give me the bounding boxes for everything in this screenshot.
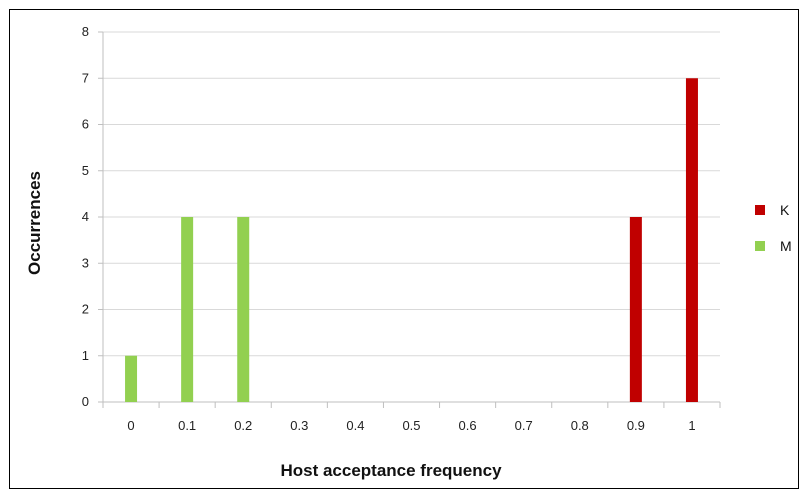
y-tick-label: 1 [82, 348, 89, 363]
legend: KM [755, 202, 792, 254]
legend-swatch-k [755, 205, 765, 215]
x-tick-label: 0.1 [178, 418, 196, 433]
legend-label-m: M [780, 238, 792, 254]
bar-k [629, 217, 642, 402]
x-tick-label: 0.2 [234, 418, 252, 433]
x-tick-label: 0.8 [571, 418, 589, 433]
x-tick-label: 0.6 [459, 418, 477, 433]
grid-lines [103, 31, 720, 357]
x-tick-label: 0.9 [627, 418, 645, 433]
legend-label-k: K [780, 202, 790, 218]
x-tick-label: 0.4 [346, 418, 364, 433]
x-tick-label: 0.3 [290, 418, 308, 433]
x-tick-labels: 0 0.1 0.2 0.3 0.4 0.5 0.6 0.7 0.8 0.9 1 [127, 418, 695, 433]
x-tick-label: 0.5 [402, 418, 420, 433]
y-tick-labels: 0 1 2 3 4 5 6 7 8 [82, 24, 89, 409]
x-tick-label: 1 [688, 418, 695, 433]
x-tick-label: 0.7 [515, 418, 533, 433]
y-axis-title: Occurrences [25, 171, 44, 275]
bar-m [237, 217, 250, 402]
y-tick-label: 3 [82, 255, 89, 270]
bars [125, 78, 698, 402]
y-tick-label: 0 [82, 394, 89, 409]
y-tick-label: 2 [82, 302, 89, 317]
x-axis-title: Host acceptance frequency [280, 461, 502, 480]
y-tick-label: 7 [82, 70, 89, 85]
axes [98, 31, 721, 408]
y-tick-label: 8 [82, 24, 89, 39]
bar-m [125, 355, 138, 402]
y-tick-label: 5 [82, 163, 89, 178]
bar-k [685, 78, 698, 402]
y-tick-label: 6 [82, 117, 89, 132]
y-tick-label: 4 [82, 209, 89, 224]
x-tick-label: 0 [127, 418, 134, 433]
legend-swatch-m [755, 241, 765, 251]
bar-m [181, 217, 194, 402]
